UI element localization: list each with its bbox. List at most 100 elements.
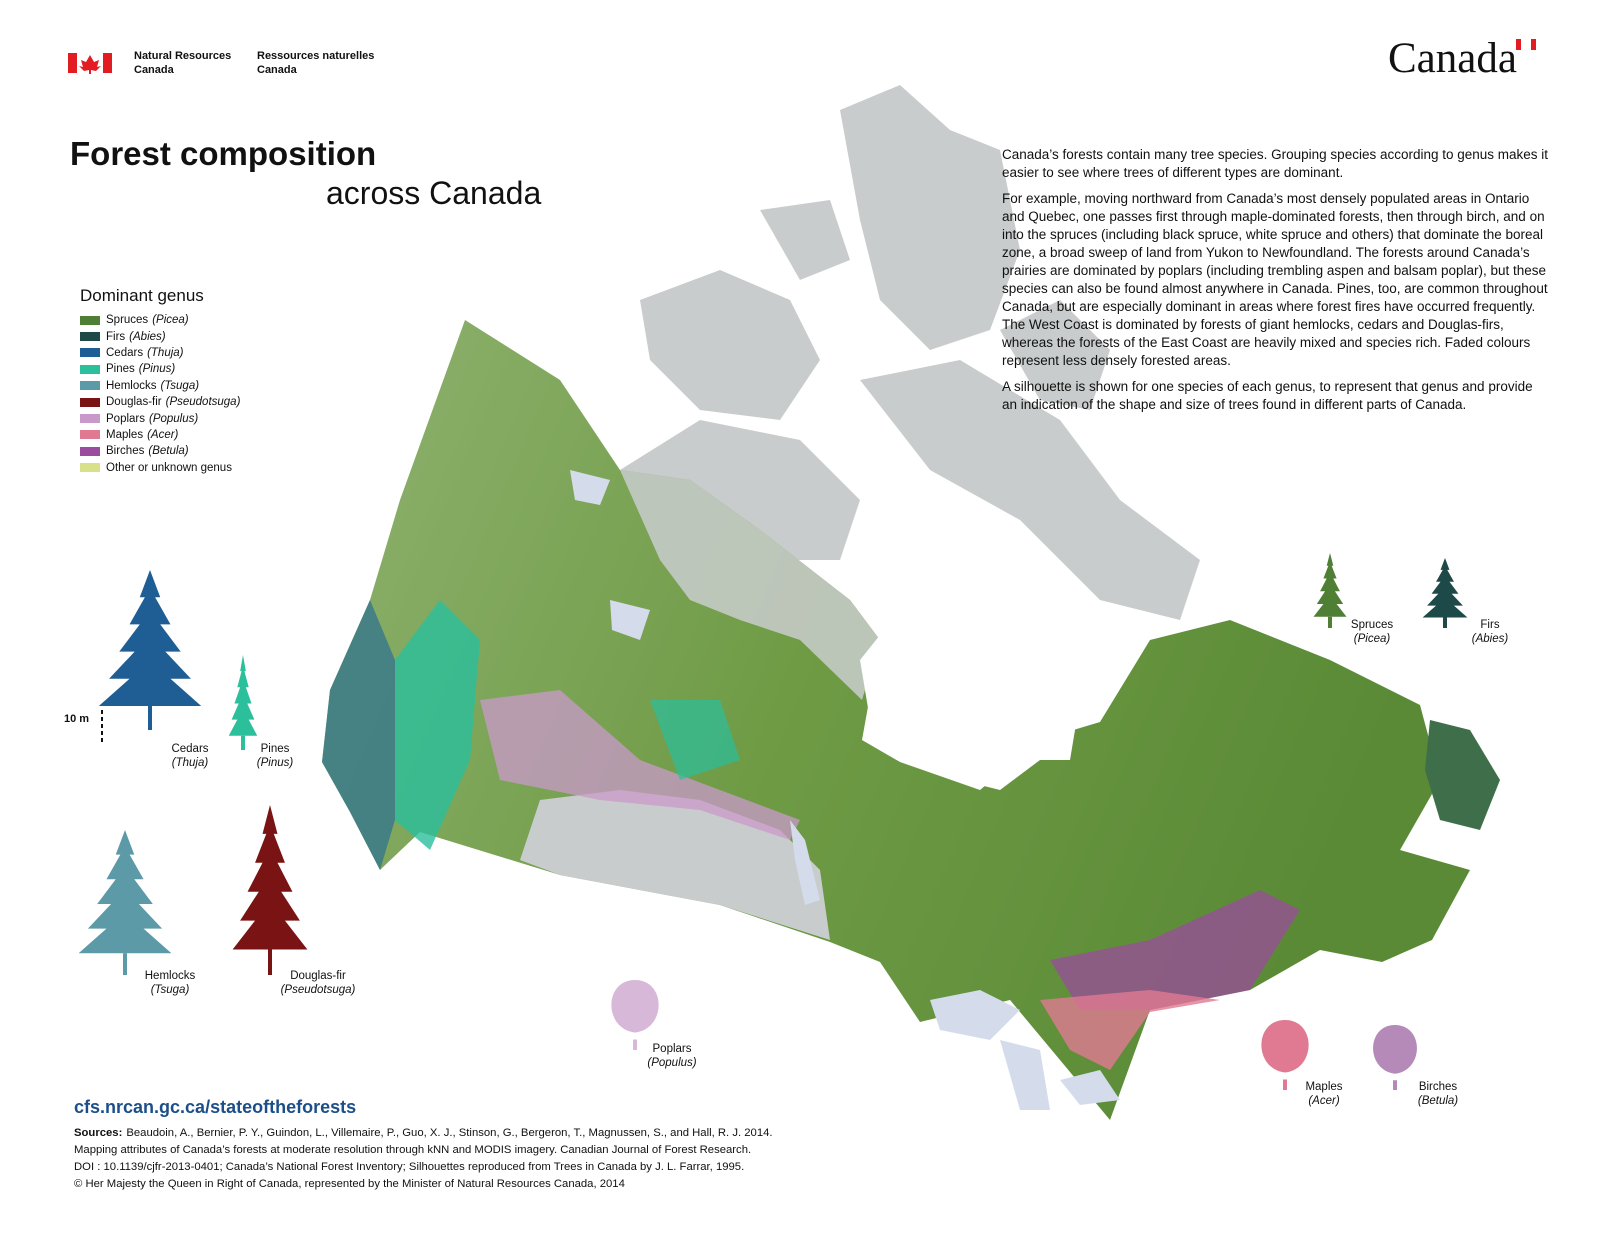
legend-genus: (Tsuga) [160,379,200,392]
legend-name: Cedars [106,346,144,359]
legend-swatch [80,315,100,325]
sources-text: © Her Majesty the Queen in Right of Cana… [74,1178,625,1190]
pine-zone-2 [650,700,740,780]
silhouette-label: Poplars (Populus) [612,1042,732,1070]
legend-genus: (Pseudotsuga) [165,396,241,409]
legend-genus: (Pinus) [138,363,176,376]
silhouette-label: Pines (Pinus) [215,742,335,770]
silhouette-label: Cedars (Thuja) [130,742,250,770]
sources-text: Mapping attributes of Canada’s forests a… [74,1144,752,1156]
intro-paragraph: A silhouette is shown for one species of… [1002,379,1533,412]
flag-left [68,53,77,73]
silhouette-label: Douglas-fir (Pseudotsuga) [258,969,378,997]
arctic-islands [620,85,1200,620]
silhouette-label: Spruces (Picea) [1312,618,1432,646]
legend-name: Pines [106,363,135,376]
silhouette-genus: (Betula) [1417,1095,1459,1107]
scale-label: 10 m [64,713,90,725]
legend-swatch [80,463,100,473]
legend-swatch [80,397,100,407]
silhouette-name: Firs [1480,619,1500,631]
silhouette [232,805,308,950]
silhouette-genus: (Populus) [647,1057,697,1069]
sources-line: Sources: Beaudoin, A., Bernier, P. Y., Gu… [74,1125,773,1142]
department-fr: Ressources naturelles Canada [257,49,374,77]
flag-leaf [79,55,101,74]
url[interactable]: cfs.nrcan.gc.ca/stateoftheforests [74,1097,357,1117]
northern-tundra [620,470,880,700]
newfoundland [1425,720,1500,830]
silhouette-trunk [268,949,272,975]
pine-zone [395,600,480,850]
silhouette-genus: (Tsuga) [150,984,190,996]
legend-genus: (Betula) [148,445,189,458]
silhouette-name: Hemlocks [144,970,196,982]
wordmark: Canada [1388,35,1517,82]
silhouette-name: Cedars [171,743,209,755]
silhouette [98,570,202,706]
silhouette-genus: (Abies) [1471,633,1509,645]
legend-title: Dominant genus [80,286,204,305]
silhouette-trunk [241,735,245,750]
silhouette-trunk [633,1039,637,1050]
flag-right [103,53,112,73]
legend-item: Poplars (Populus) [80,410,240,426]
legend-name: Other or unknown genus [106,461,232,474]
legend-swatch [80,348,100,358]
silhouette-name: Spruces [1350,619,1394,631]
silhouette-trunk [1328,616,1332,628]
southern-mixed [1050,890,1300,1010]
legend-swatch [80,381,100,391]
title: Forest composition [70,135,377,172]
silhouette [1313,553,1347,617]
silhouette-name: Maples [1305,1081,1343,1093]
silhouette-label: Maples (Acer) [1264,1080,1384,1108]
silhouette-trunk [123,953,127,975]
coast-forest [322,600,395,870]
poplar-band [480,690,800,840]
sources-line: Mapping attributes of Canada’s forests a… [74,1142,773,1159]
maple-zone [1040,990,1220,1070]
legend-item: Other or unknown genus [80,460,240,476]
silhouette-genus: (Pinus) [256,757,294,769]
legend: Dominant genus Spruces (Picea) Firs (Abies)… [80,286,240,476]
sources-text: Beaudoin, A., Bernier, P. Y., Guindon, L… [126,1127,773,1139]
silhouette-label: Birches (Betula) [1378,1080,1498,1108]
hudson-bay [860,600,1080,790]
legend-name: Spruces [106,314,149,327]
intro: Canada’s forests contain many tree speci… [1002,146,1550,422]
legend-swatch [80,332,100,342]
legend-name: Poplars [106,412,145,425]
intro-paragraph: Canada’s forests contain many tree speci… [1002,147,1549,180]
department-fr-line: Canada [257,64,297,76]
department-fr-line: Ressources naturelles [257,50,375,62]
legend-name: Firs [106,330,126,343]
department-en-line: Natural Resources [134,50,232,62]
sources-line: DOI : 10.1139/cjfr-2013-0401; Canada’s N… [74,1159,773,1176]
lakes [570,470,1120,1110]
legend-genus: (Abies) [129,330,166,343]
legend-swatch [80,414,100,424]
silhouette [228,655,258,736]
silhouette-name: Birches [1418,1081,1458,1093]
silhouette-trunk [1283,1079,1287,1090]
silhouette-name: Poplars [652,1043,692,1055]
legend-item: Cedars (Thuja) [80,345,240,361]
silhouette-genus: (Acer) [1308,1095,1340,1107]
legend-name: Douglas-fir [106,396,162,409]
legend-name: Maples [106,428,144,441]
sources-text: DOI : 10.1139/cjfr-2013-0401; Canada’s N… [74,1161,745,1173]
mainland [322,320,1470,1120]
silhouette-trunk [1443,617,1447,628]
legend-item: Pines (Pinus) [80,361,240,377]
legend-item: Douglas-fir (Pseudotsuga) [80,394,240,410]
legend-swatch [80,446,100,456]
legend-item: Firs (Abies) [80,328,240,344]
silhouette [1422,558,1468,618]
sources-line: © Her Majesty the Queen in Right of Cana… [74,1176,773,1193]
silhouette [78,830,172,954]
silhouette-label: Firs (Abies) [1430,618,1550,646]
legend-genus: (Thuja) [147,346,184,359]
legend-genus: (Acer) [147,428,179,441]
